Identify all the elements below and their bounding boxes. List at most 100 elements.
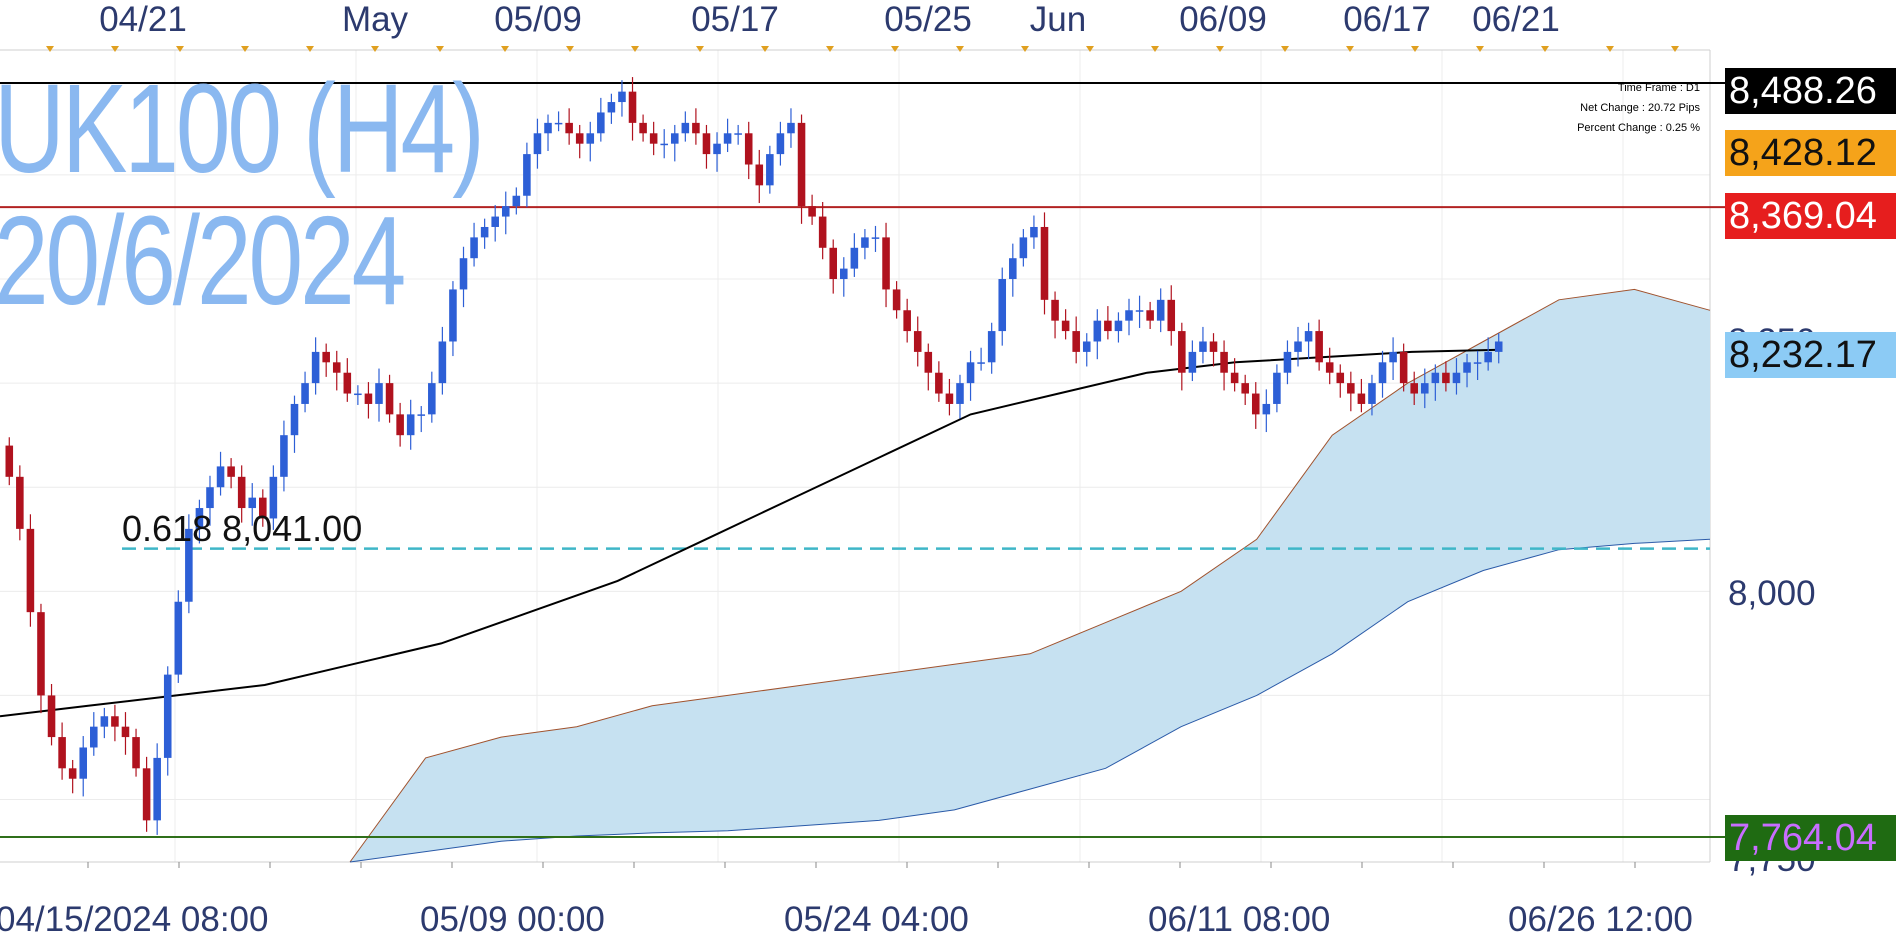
candle-body: [660, 143, 668, 146]
x-bottom-label: 06/26 12:00: [1508, 900, 1693, 939]
candle-body: [163, 674, 172, 758]
price-tag-low: 7,764.04: [1725, 815, 1896, 861]
y-tick-8000: 8,000: [1728, 574, 1816, 613]
top-axis-marker: [371, 46, 379, 52]
candle-body: [924, 351, 933, 373]
candle-body: [16, 476, 24, 529]
candle-body: [861, 237, 869, 248]
candle-body: [692, 122, 700, 134]
candle-body: [1104, 320, 1112, 332]
top-axis-marker: [46, 46, 54, 52]
candle-body: [1178, 331, 1186, 373]
candle-body: [639, 122, 647, 134]
candle-body: [491, 216, 499, 227]
candlesticks: [5, 77, 1503, 835]
top-axis-marker: [696, 46, 704, 52]
candle-body: [649, 133, 658, 144]
x-top-label: 05/17: [691, 0, 779, 39]
candle-body: [100, 716, 109, 727]
candle-body: [1082, 341, 1091, 352]
x-top-label: 04/21: [99, 0, 187, 39]
candle-body: [1304, 331, 1313, 342]
candle-body: [840, 268, 848, 280]
candle-body: [37, 612, 45, 696]
candle-body: [713, 143, 721, 155]
top-axis-marker: [1151, 46, 1159, 52]
candle-body: [1325, 362, 1334, 373]
horizontal-levels: [0, 82, 1725, 838]
candle-body: [1494, 341, 1503, 352]
candle-body: [58, 737, 66, 769]
candle-body: [26, 528, 35, 613]
candle-body: [1209, 341, 1218, 352]
candle-body: [1093, 320, 1102, 342]
candle-body: [533, 133, 542, 155]
candle-body: [903, 310, 911, 332]
candle-body: [913, 331, 922, 352]
top-axis-marker: [1541, 46, 1549, 52]
info-net-change: Net Change : 20.72 Pips: [1580, 102, 1700, 114]
candle-body: [132, 737, 140, 769]
candle-body: [1040, 226, 1049, 300]
candle-body: [766, 154, 774, 186]
candle-body: [1368, 383, 1376, 404]
candle-body: [618, 91, 626, 103]
top-axis-marker: [956, 46, 964, 52]
top-axis-marker: [631, 46, 639, 52]
candle-body: [744, 133, 753, 165]
candle-body: [966, 362, 975, 384]
ichimoku-cloud: [349, 288, 1711, 863]
candle-body: [385, 383, 394, 415]
x-bottom-label: 04/15/2024 08:00: [0, 900, 269, 939]
candle-body: [459, 258, 468, 290]
x-top-label: 05/25: [884, 0, 972, 39]
x-top-label: May: [341, 0, 409, 39]
candle-body: [829, 247, 838, 280]
candle-body: [480, 226, 489, 238]
candle-body: [1347, 383, 1355, 394]
candle-body: [1262, 403, 1271, 415]
cloud-upper-line: [349, 288, 1711, 863]
candle-body: [1167, 299, 1176, 332]
candle-body: [977, 362, 985, 364]
x-top-label: 06/17: [1343, 0, 1431, 39]
candle-body: [776, 133, 785, 155]
moving-average-line: [0, 348, 1501, 718]
watermark-date: 20/6/2024: [0, 190, 406, 331]
candle-body: [512, 195, 521, 207]
candle-body: [882, 237, 890, 290]
candle-body: [1156, 299, 1165, 321]
candle-body: [1389, 351, 1397, 363]
candle-body: [1442, 372, 1450, 384]
axis-ticks: [46, 46, 1679, 868]
x-bottom-label: 06/11 08:00: [1148, 900, 1331, 939]
candle-body: [935, 372, 943, 394]
top-axis-marker: [501, 46, 509, 52]
candle-body: [195, 508, 204, 529]
candle-body: [216, 466, 225, 488]
candle-body: [1452, 372, 1461, 384]
candle-body: [501, 206, 510, 217]
candle-body: [723, 133, 732, 144]
candle-body: [945, 393, 954, 404]
candle-body: [68, 768, 77, 779]
candle-body: [343, 372, 352, 394]
candle-body: [47, 695, 56, 738]
x-bottom-label: 05/24 04:00: [784, 900, 969, 939]
candle-body: [1315, 331, 1323, 363]
candle-body: [332, 362, 341, 373]
candle-body: [1420, 383, 1429, 394]
candle-body: [565, 122, 573, 134]
candle-body: [702, 133, 711, 155]
top-axis-marker: [761, 46, 769, 52]
candle-body: [670, 133, 679, 144]
top-axis-marker: [1346, 46, 1354, 52]
candle-body: [1241, 383, 1249, 394]
candle-body: [1125, 310, 1133, 321]
candle-body: [90, 726, 98, 748]
candle-body: [1399, 351, 1408, 384]
candle-body: [417, 414, 426, 416]
candle-body: [956, 383, 964, 404]
candle-body: [1410, 383, 1418, 394]
